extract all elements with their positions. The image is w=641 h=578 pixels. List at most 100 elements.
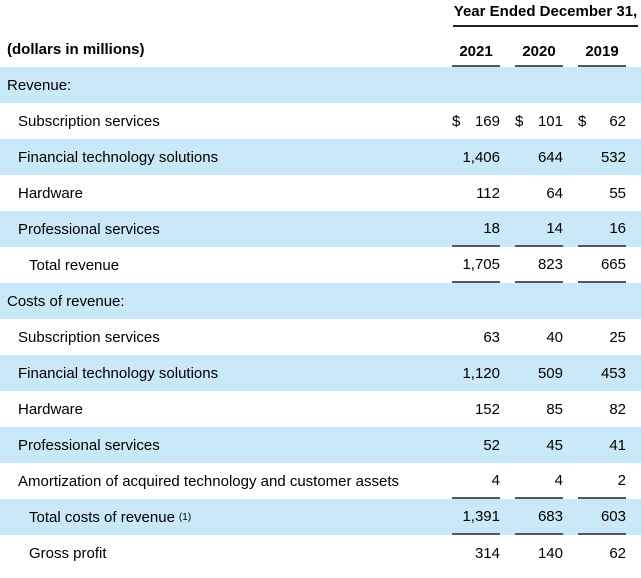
value-cell: 4: [515, 463, 563, 499]
row-label-text: Subscription services: [18, 112, 160, 130]
table-row: Professional services 18 14 16: [0, 211, 641, 247]
row-label: Total costs of revenue (1): [0, 499, 437, 535]
row-label: Revenue:: [0, 67, 437, 103]
row-label: Professional services: [0, 427, 437, 463]
value-cell: 45: [546, 436, 563, 454]
value-cell: 509: [537, 364, 563, 382]
row-label-text: Revenue:: [7, 76, 72, 94]
table-row: Hardware 112 64 55: [0, 175, 641, 211]
row-label: Subscription services: [0, 319, 437, 355]
value-cell: [515, 283, 563, 319]
row-label-text: Hardware: [18, 184, 84, 202]
value-cell: $101: [515, 103, 563, 139]
value-cell: 63: [483, 328, 500, 346]
table-row: Revenue:: [0, 67, 641, 103]
row-label-text: Amortization of acquired technology and …: [18, 472, 400, 490]
value-cell: 112: [476, 184, 500, 202]
row-label-text: Gross profit: [29, 544, 107, 562]
value-cell: 41: [609, 436, 626, 454]
value-cell: 603: [578, 499, 626, 535]
value-cell: [452, 283, 500, 319]
table-row: Gross profit 314 140 62: [0, 535, 641, 571]
value-text: 62: [609, 112, 626, 130]
row-label: Gross profit: [0, 535, 437, 571]
dollar-sign: $: [515, 112, 524, 130]
value-cell: [515, 67, 563, 103]
column-header-2020: 2020: [515, 43, 563, 67]
table-row: Financial technology solutions 1,406 644 53…: [0, 139, 641, 175]
column-header-band: (dollars in millions) 2021 2020 2019: [0, 27, 641, 67]
row-label-text: Subscription services: [18, 328, 160, 346]
table-row: Amortization of acquired technology and …: [0, 463, 641, 499]
value-cell: 64: [546, 184, 563, 202]
footnote-marker: (1): [178, 511, 192, 523]
value-cell: 62: [609, 544, 626, 562]
value-cell: [578, 67, 626, 103]
row-label-text: Professional services: [18, 220, 160, 238]
value-cell: 823: [515, 247, 563, 283]
table-row: Costs of revenue:: [0, 283, 641, 319]
dollar-sign: $: [578, 112, 587, 130]
row-label-text: Total costs of revenue: [29, 508, 175, 526]
value-cell: 140: [537, 544, 563, 562]
value-cell: 152: [474, 400, 500, 418]
table-row: Professional services 52 45 41: [0, 427, 641, 463]
row-label: Amortization of acquired technology and …: [0, 463, 437, 499]
value-cell: 1,120: [462, 364, 500, 382]
period-header: Year Ended December 31,: [453, 3, 638, 27]
value-cell: 16: [578, 211, 626, 247]
table-row: Total costs of revenue (1) 1,391 683 603: [0, 499, 641, 535]
value-text: 169: [474, 112, 500, 130]
row-label: Hardware: [0, 175, 437, 211]
value-cell: $169: [452, 103, 500, 139]
row-label: Financial technology solutions: [0, 139, 437, 175]
value-cell: 665: [578, 247, 626, 283]
row-label-text: Total revenue: [29, 256, 120, 274]
value-cell: 85: [546, 400, 563, 418]
table-body: Revenue: Subscription services $169 $101 $62…: [0, 67, 641, 571]
period-header-band: Year Ended December 31,: [0, 0, 641, 27]
row-label: Subscription services: [0, 103, 437, 139]
value-cell: 683: [515, 499, 563, 535]
row-label: Total revenue: [0, 247, 437, 283]
value-cell: 532: [600, 148, 626, 166]
value-cell: [578, 283, 626, 319]
value-cell: 25: [609, 328, 626, 346]
value-cell: 314: [474, 544, 500, 562]
value-cell: [452, 67, 500, 103]
row-label-text: Hardware: [18, 400, 84, 418]
table-row: Hardware 152 85 82: [0, 391, 641, 427]
dollar-sign: $: [452, 112, 461, 130]
table-row: Subscription services $169 $101 $62: [0, 103, 641, 139]
table-row: Total revenue 1,705 823 665: [0, 247, 641, 283]
row-label: Professional services: [0, 211, 437, 247]
row-label-text: Financial technology solutions: [18, 364, 219, 382]
row-label: Costs of revenue:: [0, 283, 437, 319]
value-cell: 644: [537, 148, 563, 166]
value-cell: 40: [546, 328, 563, 346]
row-label: Hardware: [0, 391, 437, 427]
value-text: 101: [537, 112, 563, 130]
table-row: Financial technology solutions 1,120 509 45…: [0, 355, 641, 391]
row-label: Financial technology solutions: [0, 355, 437, 391]
value-cell: 52: [483, 436, 500, 454]
value-cell: 55: [609, 184, 626, 202]
column-header-2021: 2021: [452, 43, 500, 67]
value-cell: $62: [578, 103, 626, 139]
units-label: (dollars in millions): [7, 41, 145, 58]
value-cell: 14: [515, 211, 563, 247]
row-label-text: Costs of revenue:: [7, 292, 125, 310]
value-cell: 1,391: [452, 499, 500, 535]
row-label-text: Professional services: [18, 436, 160, 454]
value-cell: 453: [600, 364, 626, 382]
table-row: Subscription services 63 40 25: [0, 319, 641, 355]
value-cell: 1,406: [462, 148, 500, 166]
value-cell: 82: [609, 400, 626, 418]
value-cell: 1,705: [452, 247, 500, 283]
row-label-text: Financial technology solutions: [18, 148, 219, 166]
column-header-2019: 2019: [578, 43, 626, 67]
value-cell: 18: [452, 211, 500, 247]
value-cell: 2: [578, 463, 626, 499]
value-cell: 4: [452, 463, 500, 499]
